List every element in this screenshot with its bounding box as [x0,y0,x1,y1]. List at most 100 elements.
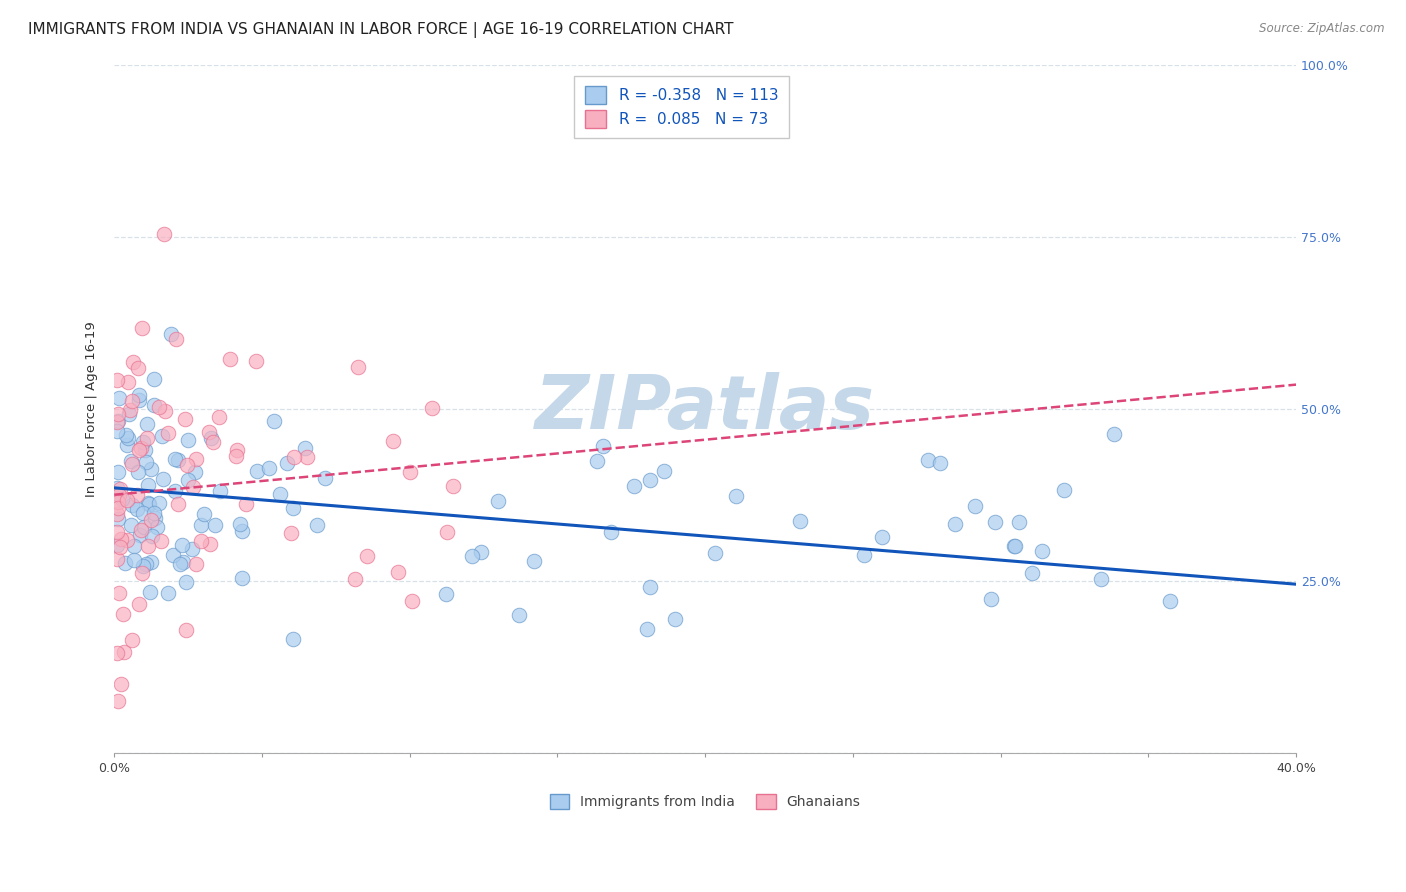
Point [176,623,198,637]
Point [127,501,149,516]
Point [107,495,129,509]
Point [115,427,138,442]
Point [152,472,174,486]
Point [135,455,157,469]
Point [488,494,510,508]
Point [1031,543,1053,558]
Text: Source: ZipAtlas.com: Source: ZipAtlas.com [1260,22,1385,36]
Point [623,479,645,493]
Point [124,539,146,553]
Point [283,450,305,465]
Point [142,398,165,412]
Point [131,320,153,334]
Point [105,415,128,429]
Point [167,497,190,511]
Point [434,587,457,601]
Point [1159,594,1181,608]
Point [105,481,128,495]
Point [135,557,157,571]
Point [314,471,336,485]
Point [136,496,159,510]
Point [165,452,187,467]
Point [142,372,165,386]
Point [131,566,153,581]
Point [387,565,409,579]
Point [131,506,153,520]
Point [128,393,150,408]
Point [149,534,172,549]
Point [115,437,138,451]
Point [231,524,253,539]
Point [121,632,143,647]
Point [153,227,176,241]
Point [111,607,134,621]
Point [111,491,134,506]
Point [294,441,316,455]
Point [122,553,145,567]
Point [638,473,661,487]
Point [170,537,193,551]
Point [128,466,150,480]
Point [229,516,252,531]
Point [928,457,950,471]
Point [508,607,530,622]
Point [110,482,132,496]
Point [652,464,675,478]
Point [132,520,155,534]
Point [257,460,280,475]
Point [523,554,546,568]
Point [307,517,329,532]
Point [108,488,131,502]
Point [1090,572,1112,586]
Point [276,456,298,470]
Point [107,407,129,421]
Point [107,414,129,428]
Point [128,528,150,542]
Point [132,435,155,450]
Point [246,464,269,478]
Point [117,431,139,445]
Point [181,480,204,494]
Point [110,532,132,546]
Point [117,407,139,421]
Point [965,500,987,514]
Point [163,483,186,498]
Point [136,478,159,492]
Point [943,516,966,531]
Point [169,557,191,571]
Point [399,465,422,479]
Point [174,575,197,590]
Point [121,355,143,369]
Point [198,425,221,439]
Point [636,622,658,636]
Point [1021,566,1043,580]
Point [125,488,148,502]
Point [107,586,129,600]
Point [121,498,143,512]
Point [983,516,1005,530]
Point [852,548,875,562]
Point [235,497,257,511]
Point [150,429,173,443]
Point [139,461,162,475]
Point [201,434,224,449]
Point [117,375,139,389]
Point [108,391,131,405]
Point [269,486,291,500]
Point [356,549,378,564]
Point [128,443,150,458]
Point [281,500,304,515]
Point [190,534,212,549]
Point [148,400,170,414]
Point [145,520,167,534]
Point [343,573,366,587]
Point [177,433,200,447]
Legend: Immigrants from India, Ghanaians: Immigrants from India, Ghanaians [544,789,866,814]
Point [204,517,226,532]
Point [121,394,143,409]
Point [107,693,129,707]
Point [231,571,253,585]
Point [156,425,179,440]
Point [401,594,423,608]
Point [162,548,184,562]
